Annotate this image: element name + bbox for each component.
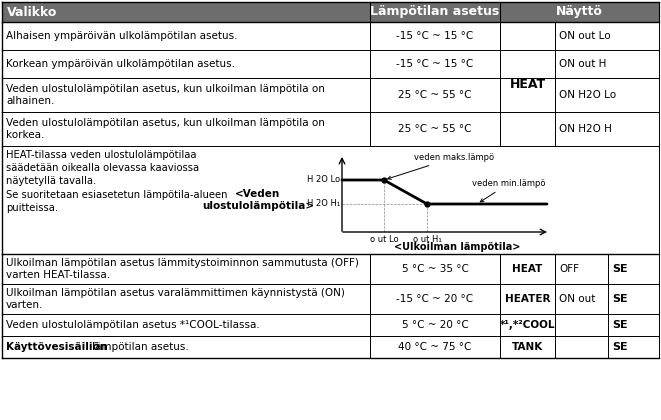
Text: 5 °C ~ 35 °C: 5 °C ~ 35 °C	[402, 264, 469, 274]
Text: -15 °C ~ 15 °C: -15 °C ~ 15 °C	[397, 59, 474, 69]
Text: -15 °C ~ 15 °C: -15 °C ~ 15 °C	[397, 31, 474, 41]
Text: SE: SE	[612, 294, 628, 304]
Text: Lämpötilan asetus: Lämpötilan asetus	[370, 5, 500, 18]
Text: o ut H₁: o ut H₁	[412, 235, 442, 244]
Text: Valikko: Valikko	[7, 5, 58, 18]
Text: Alhaisen ympäröivän ulkolämpötilan asetus.: Alhaisen ympäröivän ulkolämpötilan asetu…	[6, 31, 237, 41]
Text: HEAT: HEAT	[512, 264, 543, 274]
Text: o ut Lo: o ut Lo	[369, 235, 399, 244]
Text: Veden ulostulolämpötilan asetus, kun ulkoilman lämpötila on
korkea.: Veden ulostulolämpötilan asetus, kun ulk…	[6, 118, 325, 140]
Text: ON out Lo: ON out Lo	[559, 31, 611, 41]
Text: H 2O Lo: H 2O Lo	[307, 176, 340, 184]
Text: Veden ulostulolämpötilan asetus, kun ulkoilman lämpötila on
alhainen.: Veden ulostulolämpötilan asetus, kun ulk…	[6, 84, 325, 106]
Text: veden maks.lämpö: veden maks.lämpö	[388, 153, 494, 179]
Text: TANK: TANK	[512, 342, 543, 352]
Text: <Ulkoilman lämpötila>: <Ulkoilman lämpötila>	[394, 242, 520, 252]
Text: Korkean ympäröivän ulkolämpötilan asetus.: Korkean ympäröivän ulkolämpötilan asetus…	[6, 59, 235, 69]
Text: Veden ulostulolämpötilan asetus *¹COOL-tilassa.: Veden ulostulolämpötilan asetus *¹COOL-t…	[6, 320, 260, 330]
Text: SE: SE	[612, 320, 628, 330]
Bar	[370, 2, 500, 22]
Text: Käyttövesisäiliön: Käyttövesisäiliön	[6, 342, 107, 352]
Text: HEAT: HEAT	[510, 78, 545, 90]
Text: OFF: OFF	[559, 264, 579, 274]
Text: -15 °C ~ 20 °C: -15 °C ~ 20 °C	[397, 294, 473, 304]
Text: HEAT-tilassa veden ulostulolämpötilaa
säädetään oikealla olevassa kaaviossa
näyt: HEAT-tilassa veden ulostulolämpötilaa sä…	[6, 150, 227, 213]
Text: Näyttö: Näyttö	[556, 5, 603, 18]
Text: ON H2O H: ON H2O H	[559, 124, 612, 134]
Text: SE: SE	[612, 342, 628, 352]
Text: <Veden
ulostulolämpötila>: <Veden ulostulolämpötila>	[202, 189, 314, 211]
Bar	[500, 2, 659, 22]
Text: 40 °C ~ 75 °C: 40 °C ~ 75 °C	[399, 342, 472, 352]
Text: 25 °C ~ 55 °C: 25 °C ~ 55 °C	[398, 124, 472, 134]
Text: H 2O H₁: H 2O H₁	[307, 200, 340, 208]
Text: 25 °C ~ 55 °C: 25 °C ~ 55 °C	[398, 90, 472, 100]
Text: *¹,*²COOL: *¹,*²COOL	[500, 320, 555, 330]
Text: ON H2O Lo: ON H2O Lo	[559, 90, 616, 100]
Text: Ulkoilman lämpötilan asetus lämmitystoiminnon sammutusta (OFF)
varten HEAT-tilas: Ulkoilman lämpötilan asetus lämmitystoim…	[6, 257, 359, 281]
Text: HEATER: HEATER	[505, 294, 550, 304]
Text: Ulkoilman lämpötilan asetus varalämmittimen käynnistystä (ON)
varten.: Ulkoilman lämpötilan asetus varalämmitti…	[6, 288, 345, 310]
Text: ON out H: ON out H	[559, 59, 606, 69]
Text: 5 °C ~ 20 °C: 5 °C ~ 20 °C	[402, 320, 469, 330]
Text: veden min.lämpö: veden min.lämpö	[472, 179, 545, 202]
Bar	[2, 2, 370, 22]
Text: lämpötilan asetus.: lämpötilan asetus.	[92, 342, 189, 352]
Text: SE: SE	[612, 264, 628, 274]
Text: ON out: ON out	[559, 294, 596, 304]
